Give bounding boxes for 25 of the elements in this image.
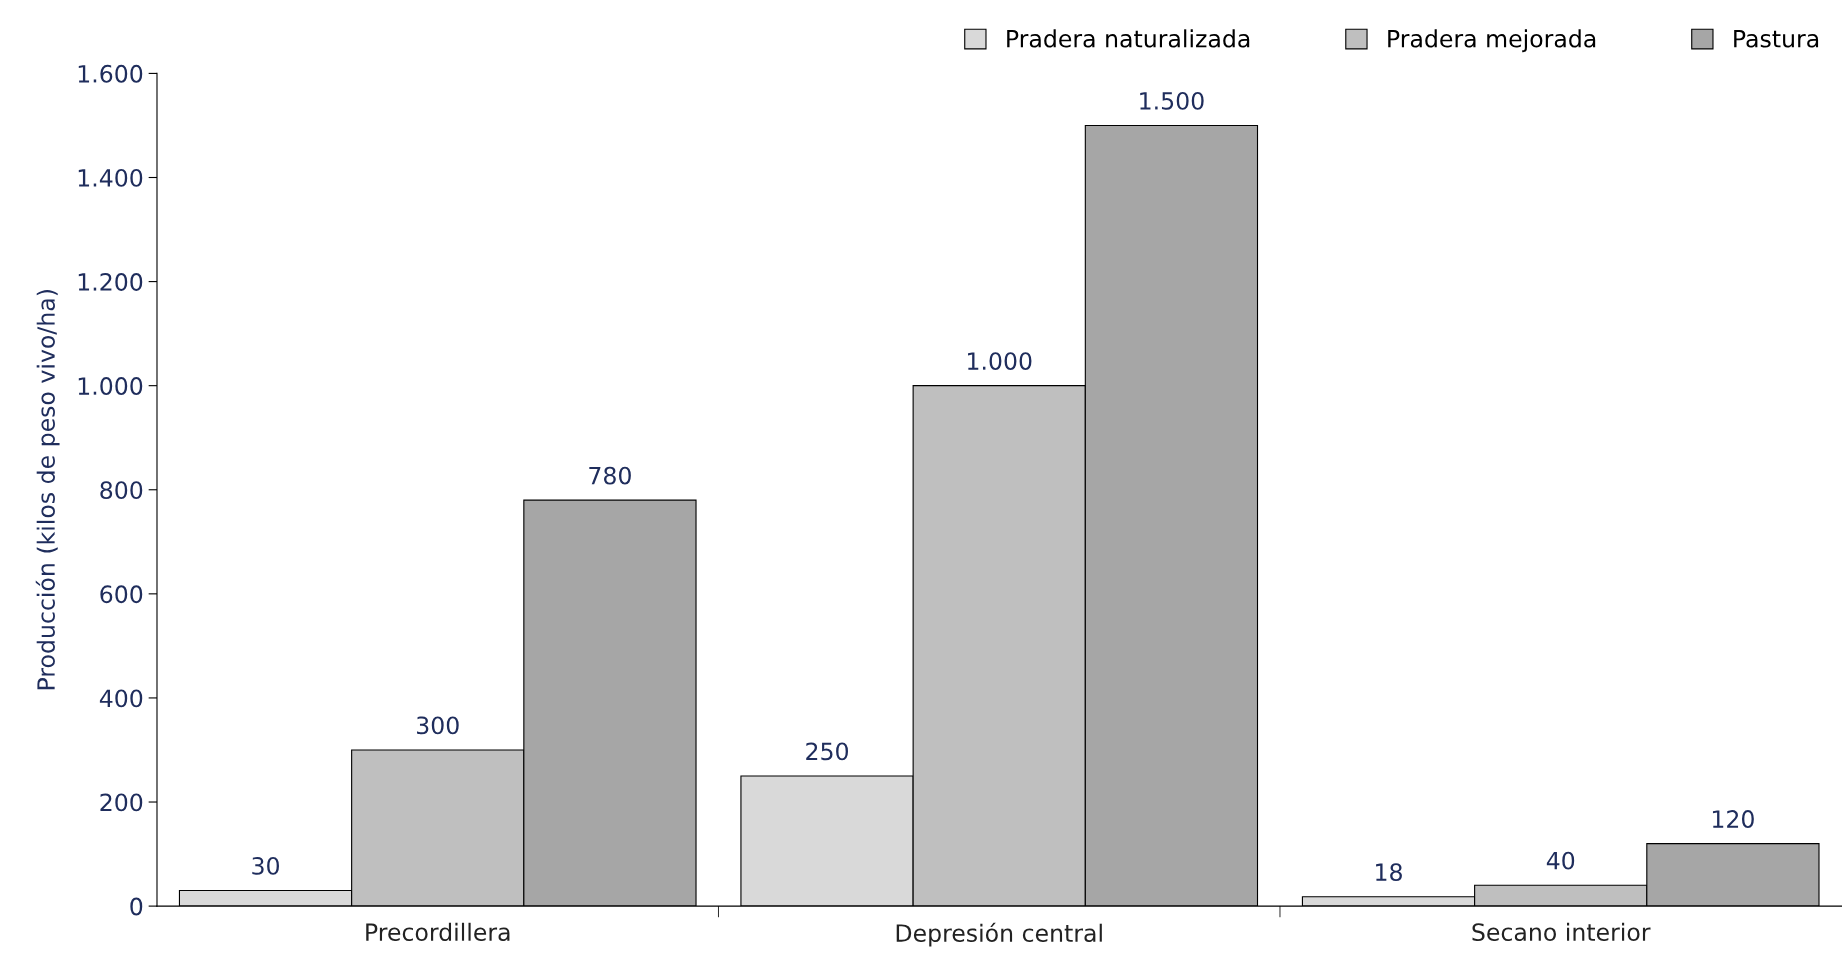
data-label: 30: [252, 856, 279, 875]
y-tick-label: 400: [99, 689, 143, 708]
y-tick-label: 1.200: [78, 273, 143, 291]
data-label: 780: [589, 466, 631, 485]
y-tick-label: 1.400: [78, 168, 143, 187]
x-tick-label: Secano interior: [1472, 922, 1651, 942]
y-tick-label: 1.600: [78, 64, 143, 83]
data-label: 300: [417, 716, 459, 735]
data-label: 250: [806, 742, 848, 761]
legend-label: Pastura: [1734, 30, 1819, 48]
legend-label: Pradera mejorada: [1388, 29, 1596, 53]
y-tick-label: 1.000: [78, 377, 143, 395]
data-label: 1.000: [968, 352, 1032, 370]
x-tick-label: Depresión central: [896, 922, 1102, 947]
data-label: 18: [1376, 863, 1402, 882]
y-axis-title: Producción (kilos de peso vivo/ha): [35, 290, 60, 690]
y-tick-label: 800: [100, 481, 143, 500]
y-tick-label: 600: [100, 585, 143, 604]
y-tick-label: 0: [130, 897, 143, 916]
legend-label: Pradera naturalizada: [1007, 29, 1250, 48]
data-label: 120: [1712, 810, 1754, 828]
y-tick-label: 200: [100, 793, 143, 812]
x-tick-label: Precordillera: [366, 922, 510, 942]
data-label: 1.500: [1140, 91, 1204, 110]
data-label: 40: [1546, 851, 1575, 870]
